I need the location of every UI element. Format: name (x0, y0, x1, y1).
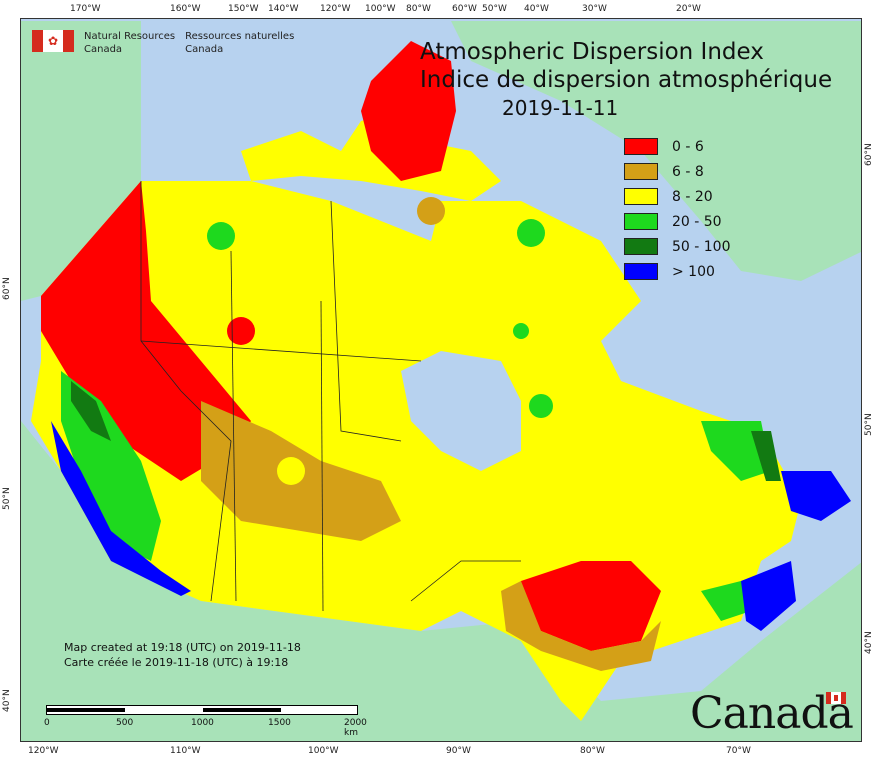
legend-label: 8 - 20 (672, 188, 713, 205)
tick-bottom: 110°W (170, 746, 201, 756)
scale-label: 0 (44, 718, 50, 728)
tick-bottom: 100°W (308, 746, 339, 756)
tick-top: 60°W (452, 4, 477, 14)
tick-top: 30°W (582, 4, 607, 14)
credit-french: Carte créée le 2019-11-18 (UTC) à 19:18 (64, 656, 289, 669)
zone-yellow-spot (277, 457, 305, 485)
legend-label: 0 - 6 (672, 138, 704, 155)
legend-label: 6 - 8 (672, 163, 704, 180)
wordmark-flag-icon (826, 692, 846, 704)
scale-label: 2000 km (344, 718, 367, 738)
tick-top: 140°W (268, 4, 299, 14)
legend-item: 50 - 100 (624, 234, 731, 259)
scale-bar: 0 500 1000 1500 2000 km (44, 705, 367, 738)
tick-right: 40°N (864, 631, 874, 654)
tick-bottom: 80°W (580, 746, 605, 756)
zone-red-ellesmere (361, 41, 456, 181)
canada-flag-icon: ✿ (32, 30, 74, 52)
legend: 0 - 6 6 - 8 8 - 20 20 - 50 50 - 100 > 100 (624, 134, 731, 284)
zone-blue-nfld (781, 471, 851, 521)
agency-name-en: Natural Resources Canada (84, 31, 176, 55)
legend-item: 6 - 8 (624, 159, 731, 184)
legend-swatch (624, 238, 658, 255)
zone-darkgreen-bc (71, 381, 111, 441)
zone-darkgreen-labrador (751, 431, 781, 481)
hudson-bay (401, 351, 521, 471)
arctic-islands (241, 111, 501, 201)
legend-item: 8 - 20 (624, 184, 731, 209)
agency-signature: ✿ Natural Resources Canada Ressources na… (32, 30, 294, 56)
legend-swatch (624, 163, 658, 180)
alaska-land (21, 21, 141, 301)
legend-swatch (624, 188, 658, 205)
legend-item: 0 - 6 (624, 134, 731, 159)
legend-swatch (624, 213, 658, 230)
tick-top: 20°W (676, 4, 701, 14)
zone-green-maritime (701, 581, 751, 621)
zone-green-spot (517, 219, 545, 247)
zone-green-spot (513, 323, 529, 339)
scale-label: 1500 (268, 718, 291, 728)
zone-orange-spot (417, 197, 445, 225)
usa-land (21, 421, 861, 741)
map-title: Atmospheric Dispersion Index Indice de d… (420, 38, 832, 122)
legend-label: 20 - 50 (672, 213, 722, 230)
legend-item: > 100 (624, 259, 731, 284)
legend-swatch (624, 138, 658, 155)
scale-label: 1000 (191, 718, 214, 728)
zone-orange-east (501, 581, 661, 671)
zone-green-spot (207, 222, 235, 250)
creation-credit: Map created at 19:18 (UTC) on 2019-11-18… (64, 640, 301, 670)
zone-green-spot (529, 394, 553, 418)
tick-top: 100°W (365, 4, 396, 14)
tick-top: 150°W (228, 4, 259, 14)
legend-swatch (624, 263, 658, 280)
tick-left: 50°N (2, 487, 12, 510)
title-english: Atmospheric Dispersion Index (420, 39, 764, 65)
title-french: Indice de dispersion atmosphérique (420, 67, 833, 93)
legend-label: 50 - 100 (672, 238, 731, 255)
tick-left: 60°N (2, 277, 12, 300)
map-canvas (20, 18, 862, 742)
province-borders (140, 181, 521, 612)
tick-right: 60°N (864, 143, 874, 166)
agency-name-fr: Ressources naturelles Canada (185, 31, 295, 55)
tick-right: 50°N (864, 413, 874, 436)
zone-blue-ns (741, 561, 796, 631)
map-date: 2019-11-11 (502, 96, 619, 120)
tick-left: 40°N (2, 689, 12, 712)
zone-red-spot (227, 317, 255, 345)
tick-top: 80°W (406, 4, 431, 14)
credit-english: Map created at 19:18 (UTC) on 2019-11-18 (64, 641, 301, 654)
tick-top: 50°W (482, 4, 507, 14)
zone-blue-bc (51, 421, 191, 596)
tick-top: 170°W (70, 4, 101, 14)
tick-top: 120°W (320, 4, 351, 14)
map-graphic (21, 21, 861, 741)
tick-top: 160°W (170, 4, 201, 14)
scale-label: 500 (116, 718, 134, 728)
tick-bottom: 70°W (726, 746, 751, 756)
legend-label: > 100 (672, 263, 715, 280)
zone-red-quebec (516, 561, 661, 651)
tick-bottom: 120°W (28, 746, 59, 756)
legend-item: 20 - 50 (624, 209, 731, 234)
tick-top: 40°W (524, 4, 549, 14)
tick-bottom: 90°W (446, 746, 471, 756)
